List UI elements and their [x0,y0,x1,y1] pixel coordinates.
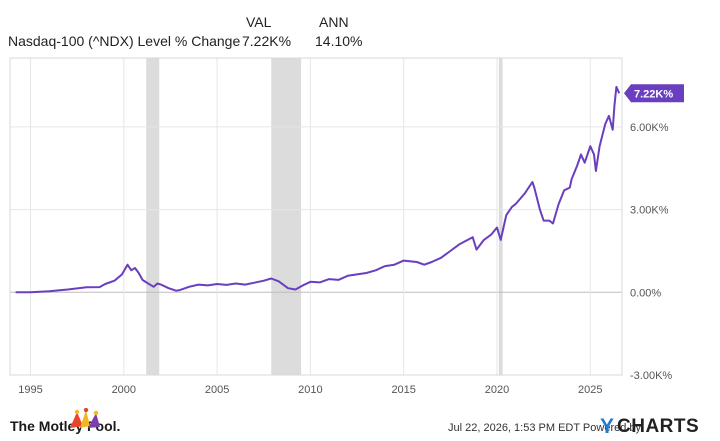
recession-band [146,58,160,375]
recession-band [271,58,302,375]
y-tick-label: 6.00K% [630,122,669,134]
x-tick-label: 2025 [578,384,602,396]
series-layer [15,85,621,294]
recession-bands [146,58,503,375]
footer-credit: Jul 22, 2026, 1:53 PM EDT Powered by [448,422,642,434]
x-tick-label: 2000 [112,384,136,396]
column-header-ann: ANN [319,14,349,30]
ycharts-y-mark: Y [600,415,615,438]
x-tick-label: 2015 [391,384,415,396]
recession-band [498,58,503,375]
legend-header: VAL ANN Nasdaq-100 (^NDX) Level % Change… [0,14,720,54]
grid-lines [10,58,622,376]
legend-series-val: 7.22K% [242,33,292,49]
last-value-flag: 7.22K% [624,84,684,103]
jester-hat-icon [70,408,100,428]
last-value-flag-shape [624,84,684,103]
motley-fool-brand: The Motley Fool. [10,418,121,434]
column-header-val: VAL [246,14,272,30]
x-tick-label: 2010 [298,384,322,396]
y-axis-ticks: -3.00K% 0.00% 3.00K% 6.00K% [630,122,672,382]
x-axis-ticks: 1995 2000 2005 2010 2015 2020 2025 [18,384,602,396]
legend-series-ann: 14.10% [315,33,363,49]
y-tick-label: 3.00K% [630,205,669,217]
y-tick-label: 0.00% [630,287,661,299]
x-tick-label: 1995 [18,384,42,396]
ycharts-wordmark: CHARTS [617,416,700,437]
legend-series-name: Nasdaq-100 (^NDX) Level % Change [8,33,241,49]
last-value-label: 7.22K% [634,88,673,100]
plot-frame [9,57,623,376]
footer: The Motley Fool. Jul 22, 2026, 1:53 PM E… [0,402,720,441]
ycharts-logo[interactable]: Y CHARTS [600,415,718,438]
x-tick-label: 2005 [205,384,229,396]
series-line[interactable] [15,85,621,294]
y-tick-label: -3.00K% [630,370,672,382]
x-tick-label: 2020 [485,384,509,396]
